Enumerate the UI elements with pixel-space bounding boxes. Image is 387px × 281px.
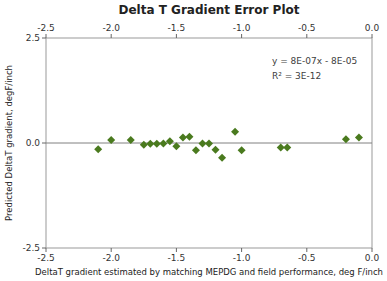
scatter-point	[140, 141, 148, 149]
scatter-point	[179, 134, 187, 142]
x-tick-top-label: -2.5	[37, 23, 55, 33]
x-tick-top-mark	[306, 34, 307, 38]
annotation: R² = 3E-12	[272, 71, 321, 81]
x-tick-top-label: 0.0	[365, 23, 380, 33]
y-tick-mark	[42, 143, 46, 144]
axes: -2.5-2.5-2.0-2.0-1.5-1.5-1.0-1.0-0.5-0.5…	[22, 23, 379, 263]
x-tick-mark	[46, 248, 47, 252]
chart: Delta T Gradient Error Plot-2.5-2.5-2.0-…	[0, 0, 387, 281]
scatter-point	[166, 137, 174, 145]
scatter-point	[159, 139, 167, 147]
scatter-point	[185, 133, 193, 141]
x-axis-label: DeltaT gradient estimated by matching ME…	[35, 267, 383, 277]
scatter-point	[192, 146, 200, 154]
scatter-point	[283, 144, 291, 152]
x-tick-label: -1.0	[233, 253, 251, 263]
x-tick-mark	[372, 248, 373, 252]
scatter-point	[212, 146, 220, 154]
x-tick-top-label: -2.0	[102, 23, 120, 33]
annotation: y = 8E-07x - 8E-05	[272, 56, 357, 66]
x-tick-label: 0.0	[365, 253, 380, 263]
plot-frame	[46, 38, 372, 248]
title: Delta T Gradient Error Plot	[118, 3, 299, 17]
y-tick-mark	[42, 38, 46, 39]
scatter-point	[172, 142, 180, 150]
x-tick-top-label: -1.5	[168, 23, 186, 33]
scatter-point	[127, 136, 135, 144]
x-tick-top-mark	[241, 34, 242, 38]
scatter-point	[94, 145, 102, 153]
y-tick-label: 0.0	[26, 138, 41, 148]
x-tick-label: -2.5	[37, 253, 55, 263]
scatter-point	[107, 136, 115, 144]
scatter-point	[231, 128, 239, 136]
x-tick-mark	[241, 248, 242, 252]
x-tick-top-mark	[111, 34, 112, 38]
x-tick-top-label: -1.0	[233, 23, 251, 33]
y-axis-label: Predicted DeltaT gradient, degF/inch	[4, 65, 14, 221]
x-tick-label: -0.5	[298, 253, 316, 263]
x-tick-top-mark	[372, 34, 373, 38]
plot-area	[46, 128, 372, 162]
y-tick-mark	[42, 248, 46, 249]
x-tick-mark	[306, 248, 307, 252]
x-tick-label: -1.5	[168, 253, 186, 263]
x-tick-mark	[111, 248, 112, 252]
scatter-point	[205, 139, 213, 147]
y-tick-label: 2.5	[26, 33, 40, 43]
scatter-point	[238, 146, 246, 154]
scatter-point	[218, 154, 226, 162]
x-tick-mark	[176, 248, 177, 252]
x-tick-label: -2.0	[102, 253, 120, 263]
x-tick-top-mark	[176, 34, 177, 38]
scatter-point	[342, 135, 350, 143]
scatter-point	[355, 134, 363, 142]
y-tick-label: -2.5	[22, 243, 40, 253]
x-tick-top-label: -0.5	[298, 23, 316, 33]
x-tick-top-mark	[46, 34, 47, 38]
